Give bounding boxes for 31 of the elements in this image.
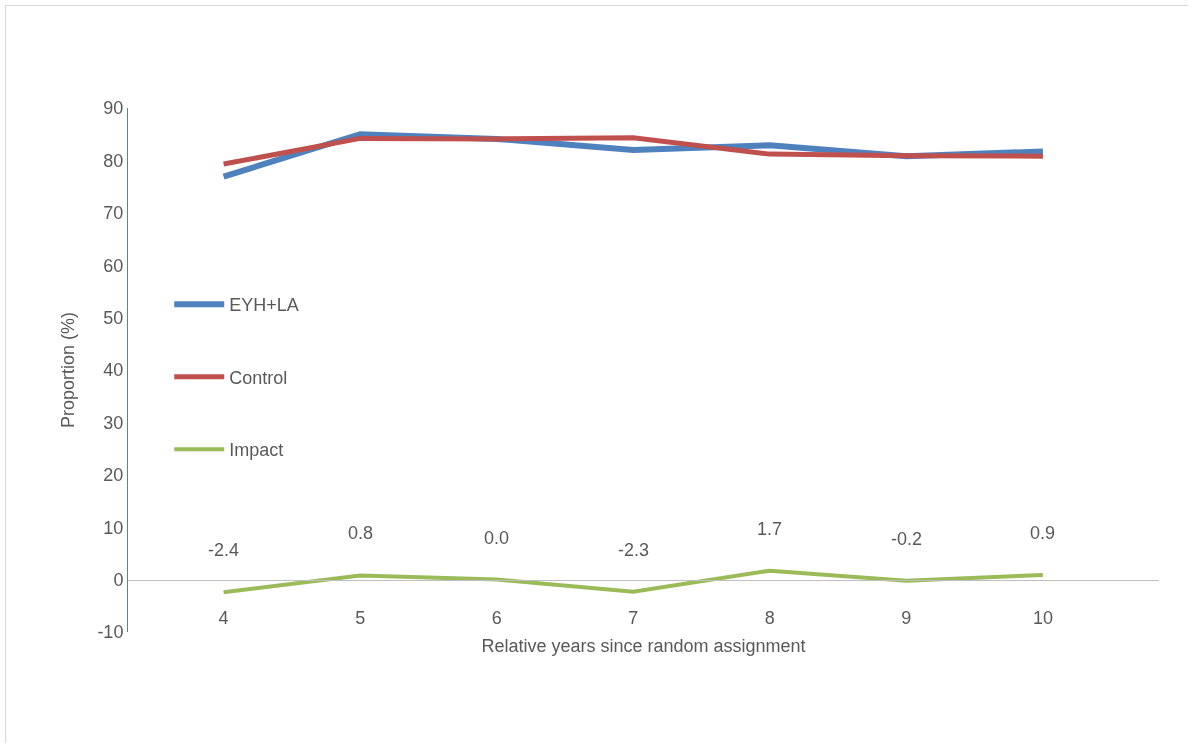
x-tick-label: 8 bbox=[764, 608, 775, 629]
y-tick-label: 50 bbox=[103, 307, 124, 328]
x-tick-label: 4 bbox=[218, 608, 229, 629]
y-tick-label: 30 bbox=[103, 412, 124, 433]
data-label: 1.7 bbox=[757, 519, 783, 539]
x-tick-label: 5 bbox=[355, 608, 366, 629]
y-tick-label: -10 bbox=[97, 622, 124, 643]
y-tick-label: 80 bbox=[103, 150, 124, 171]
x-tick-label: 10 bbox=[1032, 608, 1053, 629]
y-tick-label: 0 bbox=[113, 569, 124, 590]
y-tick-label: 60 bbox=[103, 255, 124, 276]
y-axis-title: Proportion (%) bbox=[57, 311, 78, 429]
x-tick-label: 7 bbox=[628, 608, 639, 629]
y-tick-label: 20 bbox=[103, 465, 124, 486]
x-axis-title: Relative years since random assignment bbox=[481, 636, 806, 657]
data-label: -0.2 bbox=[891, 529, 923, 549]
data-label: -2.4 bbox=[208, 540, 240, 560]
legend-label: EYH+LA bbox=[229, 295, 299, 316]
y-tick-label: 90 bbox=[103, 98, 124, 119]
data-label: 0.8 bbox=[348, 523, 374, 543]
data-label: 0.0 bbox=[484, 528, 510, 548]
legend-label: Impact bbox=[229, 440, 284, 461]
x-tick-label: 6 bbox=[491, 608, 502, 629]
x-tick-label: 9 bbox=[901, 608, 912, 629]
y-tick-label: 40 bbox=[103, 360, 124, 381]
data-label: 0.9 bbox=[1030, 523, 1056, 543]
data-label: -2.3 bbox=[618, 540, 650, 560]
line-series bbox=[221, 568, 1045, 595]
y-tick-label: 70 bbox=[103, 203, 124, 224]
y-tick-label: 10 bbox=[103, 517, 124, 538]
legend-label: Control bbox=[229, 367, 288, 388]
